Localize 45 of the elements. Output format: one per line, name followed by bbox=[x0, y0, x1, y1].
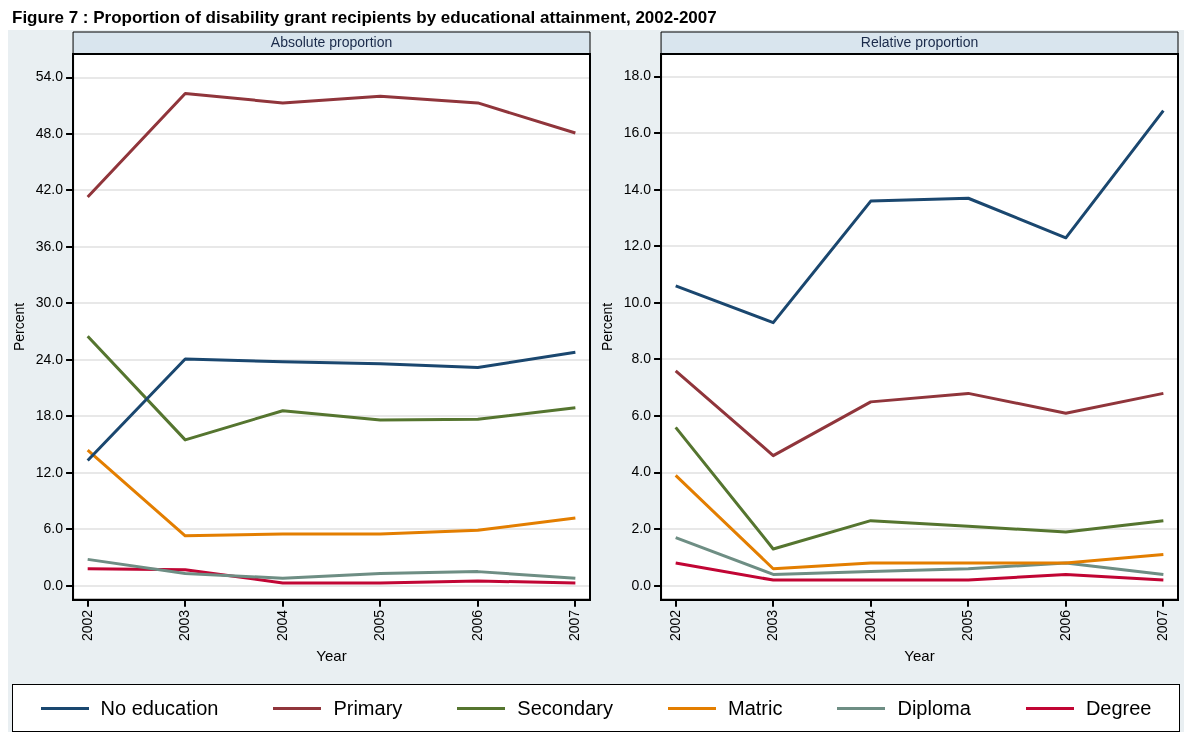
x-tick-label: 2005 bbox=[371, 609, 388, 642]
x-axis-title: Year bbox=[316, 647, 347, 665]
x-tick-label: 2004 bbox=[861, 609, 878, 642]
x-tick-label: 2004 bbox=[273, 609, 290, 642]
y-tick-label: 14.0 bbox=[623, 180, 652, 197]
x-tick-label: 2007 bbox=[566, 609, 583, 642]
caption: Figure 7 : Proportion of disability grant recipients by educational attainment, 2002-2007 bbox=[8, 8, 1184, 30]
x-tick-label: 2005 bbox=[959, 609, 976, 642]
y-tick-label: 0.0 bbox=[43, 576, 64, 593]
y-tick-label: 6.0 bbox=[43, 520, 64, 537]
y-tick-label: 4.0 bbox=[631, 463, 652, 480]
y-tick-label: 54.0 bbox=[35, 68, 64, 85]
x-axis-title: Year bbox=[904, 647, 935, 665]
legend-label: Degree bbox=[1085, 696, 1152, 720]
y-tick-label: 18.0 bbox=[623, 67, 652, 84]
x-tick-label: 2002 bbox=[666, 609, 683, 642]
y-tick-label: 18.0 bbox=[35, 407, 64, 424]
y-tick-label: 36.0 bbox=[35, 237, 64, 254]
x-tick-label: 2003 bbox=[176, 609, 193, 642]
x-tick-label: 2006 bbox=[1056, 609, 1073, 642]
x-tick-label: 2006 bbox=[468, 609, 485, 642]
y-tick-label: 8.0 bbox=[631, 350, 652, 367]
y-tick-label: 48.0 bbox=[35, 124, 64, 141]
y-tick-label: 6.0 bbox=[631, 406, 652, 423]
y-tick-label: 10.0 bbox=[623, 293, 652, 310]
legend-label: Primary bbox=[333, 696, 403, 720]
y-tick-label: 42.0 bbox=[35, 181, 64, 198]
y-axis-title: Percent bbox=[599, 302, 616, 352]
x-tick-label: 2007 bbox=[1154, 609, 1171, 642]
y-tick-label: 12.0 bbox=[35, 463, 64, 480]
y-tick-label: 12.0 bbox=[623, 237, 652, 254]
y-tick-label: 16.0 bbox=[623, 124, 652, 141]
legend-label: Secondary bbox=[517, 696, 613, 720]
y-tick-label: 24.0 bbox=[35, 350, 64, 367]
y-tick-label: 30.0 bbox=[35, 294, 64, 311]
chart-title: Relative proportion bbox=[860, 33, 979, 50]
chart-title: Absolute proportion bbox=[270, 33, 393, 50]
legend-label: Diploma bbox=[897, 696, 971, 720]
y-tick-label: 2.0 bbox=[631, 520, 652, 537]
y-tick-label: 0.0 bbox=[631, 576, 652, 593]
x-tick-label: 2003 bbox=[764, 609, 781, 642]
y-axis-title: Percent bbox=[11, 302, 28, 352]
legend-label: No education bbox=[100, 696, 219, 720]
legend-label: Matric bbox=[728, 696, 783, 720]
x-tick-label: 2002 bbox=[78, 609, 95, 642]
